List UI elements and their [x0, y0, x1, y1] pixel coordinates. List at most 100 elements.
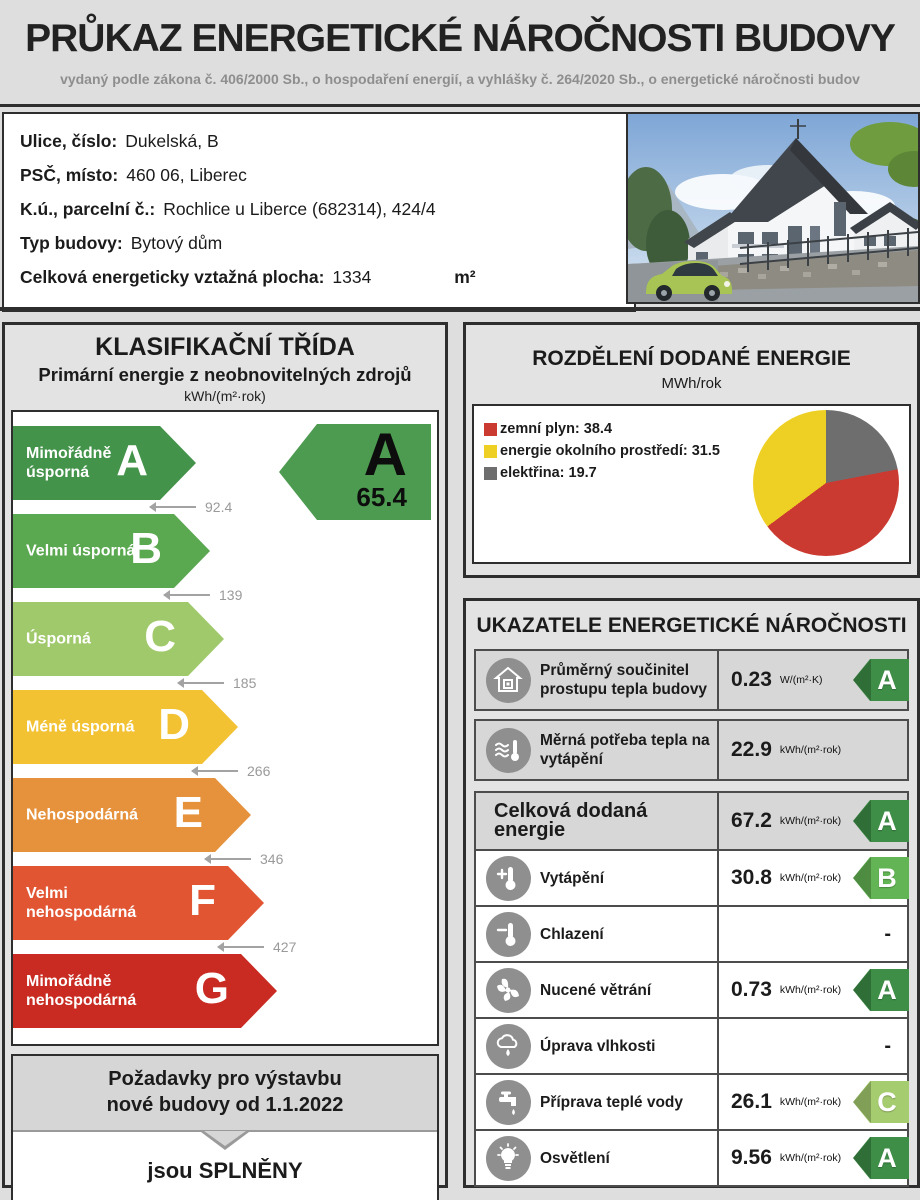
indicator-value: 67.2	[731, 809, 772, 832]
threshold-arrow-icon	[177, 678, 224, 688]
class-badge: A	[853, 659, 909, 701]
classification-title: KLASIFIKAČNÍ TŘÍDA	[95, 333, 355, 361]
fan-icon	[485, 967, 531, 1013]
class-letter-e: E	[173, 788, 203, 837]
class-letter-g: G	[194, 964, 229, 1013]
info-area-unit: m²	[454, 267, 476, 287]
thermometer-plus-icon	[485, 855, 531, 901]
threshold-value-e: 346	[260, 851, 284, 867]
threshold-arrow-icon	[163, 590, 210, 600]
info-parcel: K.ú., parcelní č.: Rochlice u Liberce (68…	[20, 192, 634, 226]
class-letter-f: F	[189, 876, 216, 925]
gas-swatch-icon	[484, 422, 497, 436]
threshold-value-b: 139	[219, 587, 243, 603]
info-area-value: 1334	[332, 267, 372, 287]
info-parcel-value: Rochlice u Liberce (682314), 424/4	[163, 199, 436, 219]
classification-panel: KLASIFIKAČNÍ TŘÍDA Primární energie z ne…	[2, 322, 448, 1200]
indicator-unit: W/(m²·K)	[779, 674, 823, 686]
indicator-value: 30.8	[731, 866, 772, 889]
classification-scale: Mimořádně úsporná A 92.4 Velmi úsporná B…	[11, 410, 439, 1046]
indicator-empty-value: -	[884, 922, 891, 945]
electricity-swatch-icon	[484, 466, 497, 480]
threshold-marker-e: 346	[204, 851, 437, 867]
indicator-value: 9.56	[731, 1146, 772, 1169]
indicators-table: Celková dodaná energie 67.2 kWh/(m²·rok)…	[474, 791, 909, 1187]
heat-demand-icon	[485, 727, 531, 773]
info-zip-value: 460 06, Liberec	[126, 165, 247, 185]
section-divider	[0, 307, 920, 311]
info-street-value: Dukelská, B	[125, 131, 219, 151]
requirements-header: Požadavky pro výstavbu nové budovy od 1.…	[13, 1056, 437, 1132]
legend-item-ambient: energie okolního prostředí: 31.5	[484, 440, 720, 462]
indicator-label: Nucené větrání	[540, 981, 652, 999]
threshold-value-f: 427	[273, 939, 297, 955]
info-area-label: Celková energeticky vztažná plocha:	[20, 267, 325, 287]
indicator-value: 0.23	[731, 668, 772, 691]
class-label-e: Nehospodárná	[26, 806, 139, 824]
indicators-title: UKAZATELE ENERGETICKÉ NÁROČNOSTI	[476, 614, 907, 637]
indicator-row-heat-demand: Měrná potřeba tepla na vytápění 22.9 kWh…	[474, 719, 909, 781]
class-arrow-f: Velmi nehospodárná F	[13, 866, 264, 940]
class-arrow-c: Úsporná C	[13, 602, 224, 676]
requirements-result: jsou SPLNĚNY	[147, 1158, 303, 1183]
ambient-swatch-icon	[484, 444, 497, 458]
legend-item-electricity: elektřina: 19.7	[484, 462, 720, 484]
info-type: Typ budovy: Bytový dům	[20, 226, 634, 260]
building-photo	[626, 112, 920, 304]
threshold-arrow-icon	[191, 766, 238, 776]
lightbulb-icon	[485, 1135, 531, 1181]
class-letter-a: A	[116, 436, 148, 485]
legend-label-electricity: elektřina: 19.7	[500, 465, 597, 481]
class-letter-d: D	[158, 700, 190, 749]
indicator-value: 22.9	[731, 738, 772, 761]
threshold-arrow-icon	[149, 502, 196, 512]
threshold-marker-a: 92.4	[149, 499, 437, 515]
indicator-row-humidity: Úprava vlhkosti -	[476, 1017, 907, 1073]
class-row-a: Mimořádně úsporná A	[13, 426, 437, 500]
info-street: Ulice, číslo: Dukelská, B	[20, 124, 634, 158]
energy-distribution-unit: MWh/rok	[661, 375, 722, 392]
legend-label-gas: zemní plyn: 38.4	[500, 421, 613, 437]
threshold-arrow-icon	[204, 854, 251, 864]
page-subtitle: vydaný podle zákona č. 406/2000 Sb., o h…	[60, 71, 860, 87]
building-info-box: Ulice, číslo: Dukelská, B PSČ, místo: 460 …	[2, 112, 636, 312]
energy-class-value: 65.4	[356, 482, 407, 512]
indicator-value: 26.1	[731, 1090, 772, 1113]
energy-distribution-chart: zemní plyn: 38.4 energie okolního prostř…	[472, 404, 911, 564]
threshold-arrow-icon	[217, 942, 264, 952]
indicator-unit: kWh/(m²·rok)	[779, 872, 842, 884]
thermometer-minus-icon	[485, 911, 531, 957]
pie-legend: zemní plyn: 38.4 energie okolního prostř…	[484, 418, 720, 484]
class-letter-c: C	[144, 612, 176, 661]
class-row-b: Velmi úsporná B	[13, 514, 437, 588]
info-area: Celková energeticky vztažná plocha: 1334 …	[20, 260, 634, 294]
class-label-f: Velmi nehospodárná	[26, 885, 137, 921]
class-row-g: Mimořádně nehospodárná G	[13, 954, 437, 1028]
info-zip-label: PSČ, místo:	[20, 165, 119, 185]
threshold-value-a: 92.4	[205, 499, 233, 515]
class-label-g: Mimořádně nehospodárná	[26, 973, 137, 1009]
document-header: PRŮKAZ ENERGETICKÉ NÁROČNOSTI BUDOVY vyd…	[0, 0, 920, 106]
indicator-row-hot-water: Příprava teplé vody 26.1 kWh/(m²·rok) C	[476, 1073, 909, 1129]
indicator-unit: kWh/(m²·rok)	[779, 1096, 842, 1108]
indicator-value: 0.73	[731, 978, 772, 1001]
requirements-line1: Požadavky pro výstavbu	[108, 1068, 342, 1090]
class-label-d: Méně úsporná	[26, 718, 135, 736]
indicator-row-heating: Vytápění 30.8 kWh/(m²·rok) B	[476, 849, 909, 905]
classification-unit: kWh/(m²·rok)	[184, 388, 266, 404]
page-title: PRŮKAZ ENERGETICKÉ NÁROČNOSTI BUDOVY	[25, 17, 896, 60]
class-letter-b: B	[130, 524, 162, 573]
energy-class-letter: A	[363, 421, 407, 488]
indicator-label: Vytápění	[540, 869, 605, 887]
class-badge: A	[853, 1137, 909, 1179]
threshold-marker-b: 139	[163, 587, 437, 603]
indicator-row-heat-transfer: Průměrný součinitel prostupu tepla budov…	[474, 649, 909, 711]
class-arrow-e: Nehospodárná E	[13, 778, 251, 852]
class-row-c: Úsporná C	[13, 602, 437, 676]
energy-class-indicator: A 65.4	[279, 424, 431, 520]
class-badge: C	[853, 1081, 909, 1123]
pie-chart	[753, 410, 899, 556]
class-row-e: Nehospodárná E	[13, 778, 437, 852]
class-badge: B	[853, 857, 909, 899]
